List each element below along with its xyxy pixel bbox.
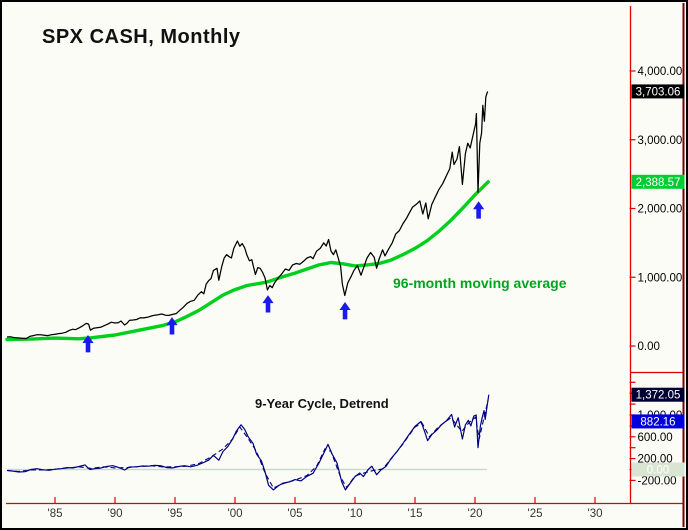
time-axis-label: '90 — [108, 508, 123, 520]
price-tag-label: 3,703.06 — [636, 86, 681, 98]
cycle-low-arrow — [473, 201, 485, 219]
detrend-tag-box — [631, 414, 685, 429]
detrend-tag-label: 1,372.05 — [636, 390, 681, 402]
price-scale-tick-label: 3,000.00 — [638, 135, 683, 147]
price-scale-tick-label: 4,000.00 — [638, 66, 683, 78]
cycle-low-arrow — [262, 295, 274, 313]
time-axis-label: '15 — [408, 508, 423, 520]
price-tag-box — [631, 84, 685, 99]
cycle-low-arrow — [166, 317, 178, 335]
detrend-tag-label: 0.00 — [647, 465, 669, 477]
price-scale-tick-label: 0.00 — [638, 341, 660, 353]
time-axis-label: '10 — [348, 508, 363, 520]
detrend-scale-tick-label: 600.00 — [638, 432, 673, 444]
detrend-scale-tick-label: -200.00 — [638, 475, 677, 487]
price-line — [6, 91, 489, 340]
detrend-solid-line — [6, 394, 490, 491]
detrend-tag-box — [631, 387, 685, 402]
time-axis-label: '95 — [168, 508, 183, 520]
time-axis-label: '25 — [528, 508, 543, 520]
price-tag-box — [631, 174, 685, 189]
cycle-low-arrow — [82, 335, 94, 353]
time-axis-label: '00 — [228, 508, 243, 520]
time-axis-label: '20 — [468, 508, 483, 520]
cycle-low-arrow — [339, 302, 351, 320]
moving-average-line — [5, 180, 490, 342]
detrend-tag-label: 882.16 — [640, 416, 675, 428]
time-axis-label: '05 — [288, 508, 303, 520]
detrend-dashed-line — [6, 399, 489, 489]
moving-average-label: 96-month moving average — [393, 275, 567, 291]
time-axis-label: '85 — [48, 508, 63, 520]
price-tag-label: 2,388.57 — [636, 177, 681, 189]
detrend-tag-box — [631, 462, 685, 477]
time-axis-label: '30 — [588, 508, 603, 520]
detrend-panel-label: 9-Year Cycle, Detrend — [255, 396, 389, 411]
price-scale-tick-label: 2,000.00 — [638, 204, 683, 216]
chart-title: SPX CASH, Monthly — [42, 26, 241, 48]
price-scale-tick-label: 1,000.00 — [638, 272, 683, 284]
